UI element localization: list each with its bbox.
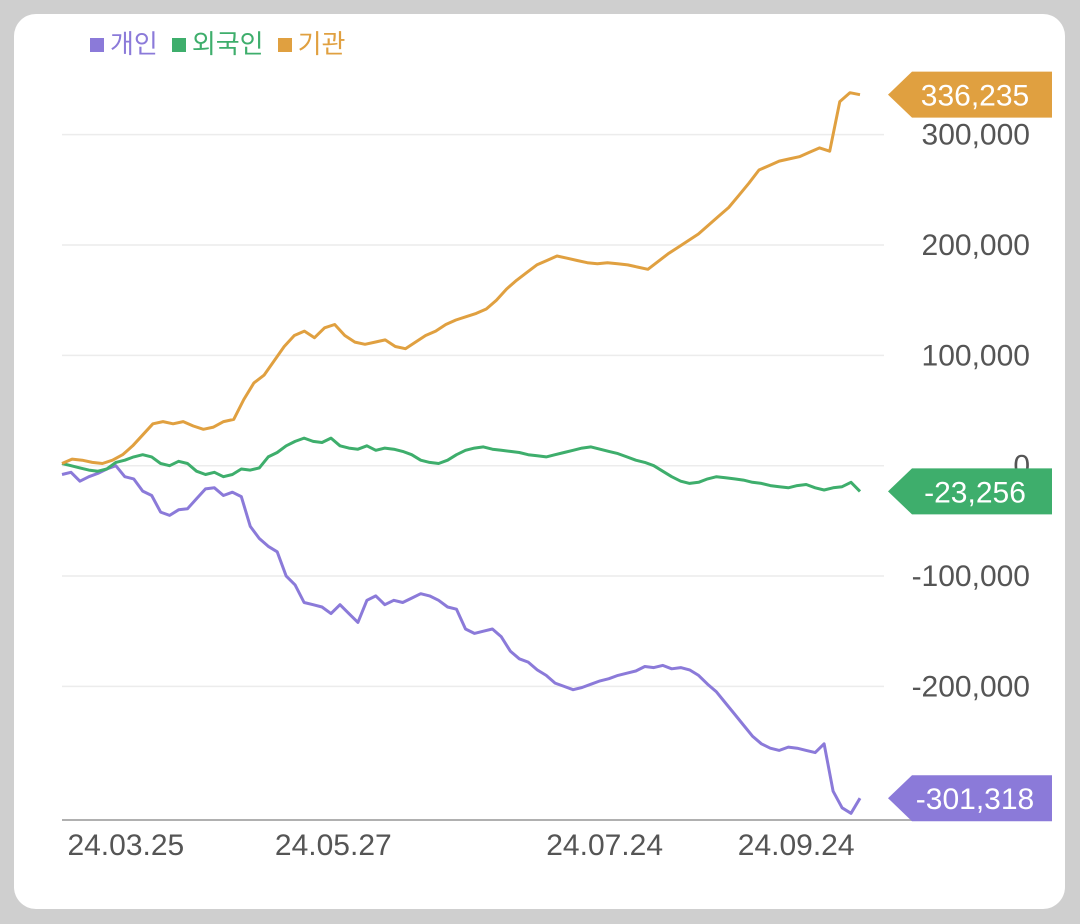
end-value-label: -23,256 [924, 476, 1026, 509]
x-tick-label: 24.05.27 [275, 829, 392, 862]
end-value-label: 336,235 [921, 80, 1029, 113]
legend: 개인 외국인 기관 [90, 28, 345, 62]
chart-card [14, 14, 1065, 909]
x-tick-label: 24.07.24 [546, 829, 663, 862]
legend-label-individual: 개인 [110, 30, 158, 60]
x-tick-label: 24.09.24 [738, 829, 855, 862]
x-tick-label: 24.03.25 [67, 829, 184, 862]
legend-item-individual[interactable]: 개인 [90, 28, 158, 62]
legend-item-foreign[interactable]: 외국인 [171, 28, 264, 62]
y-tick-label: 300,000 [922, 119, 1030, 152]
legend-label-foreign: 외국인 [191, 30, 264, 60]
legend-swatch-individual [90, 38, 104, 52]
end-value-tag [888, 71, 1052, 118]
end-value-label: -301,318 [916, 783, 1034, 816]
series-line [61, 436, 862, 493]
y-tick-label: 200,000 [922, 229, 1030, 262]
end-value-tag [888, 775, 1052, 822]
y-tick-label: -100,000 [912, 560, 1030, 593]
legend-item-institution[interactable]: 기관 [277, 28, 346, 62]
end-value-tag [888, 468, 1052, 515]
y-tick-label: 100,000 [922, 339, 1030, 372]
legend-swatch-institution [277, 38, 292, 52]
legend-swatch-foreign [171, 38, 186, 52]
series-line [61, 464, 862, 815]
y-tick-label: -200,000 [912, 670, 1030, 703]
series-line [61, 91, 861, 465]
legend-label-institution: 기관 [297, 30, 346, 60]
